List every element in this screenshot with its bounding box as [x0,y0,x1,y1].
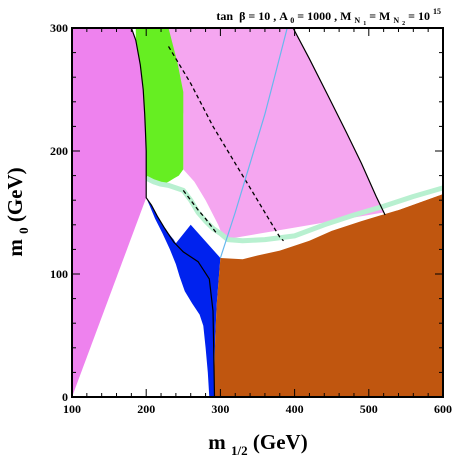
title-mn1-sub: 1 [363,21,366,27]
green-region [135,28,184,186]
title-eq2: = 1000 , M [297,9,351,23]
x-label-main: m [208,430,226,454]
title-mn1: N [354,16,360,25]
y-label-sub: 0 [16,227,31,234]
plot-curves [130,27,386,398]
title-eq3: = M [369,9,390,23]
y-axis-label: m 0 (GeV) [3,167,33,256]
white-corner [293,28,443,213]
title-mn2-sub: 2 [402,21,405,27]
y-tick-label: 100 [50,267,68,281]
violet-region [72,28,147,397]
y-tick-label: 200 [50,144,68,158]
x-label-unit: (GeV) [253,430,308,454]
title-tan: tan [216,9,233,23]
y-tick-label: 0 [62,390,68,404]
boundary-right [292,27,386,216]
x-tick-label: 300 [211,402,229,416]
x-tick-label: 100 [63,402,81,416]
blue-region [146,197,221,397]
title-beta: β [239,9,245,23]
pink-region [168,28,384,240]
x-label-sub: 1/2 [231,443,248,458]
boundary-black [130,27,216,398]
plot-regions [72,28,443,397]
dashed-upper [167,46,284,242]
orange-region [214,194,443,397]
title-eq1: = 10 , A [248,9,288,23]
relic-band-group [145,175,444,244]
title-a-sub: 0 [290,16,294,25]
chart-title: tan β = 10 , A 0 = 1000 , M N 1 = M N 2 … [216,7,441,28]
title-eq4: = 10 [408,9,430,23]
x-tick-label: 200 [137,402,155,416]
x-tick-label: 500 [360,402,378,416]
cyan-line [219,27,288,259]
x-tick-label: 600 [434,402,452,416]
title-mn2: N [393,16,399,25]
dashed-lower [182,190,218,234]
y-tick-label: 300 [50,21,68,35]
x-axis-label: m 1/2 (GeV) [208,430,307,460]
y-label-unit: (GeV) [3,167,27,222]
title-exp: 15 [433,7,441,16]
relic-band [145,175,444,244]
x-tick-label: 400 [286,402,304,416]
plot-frame [71,27,444,398]
y-label-main: m [3,239,27,257]
